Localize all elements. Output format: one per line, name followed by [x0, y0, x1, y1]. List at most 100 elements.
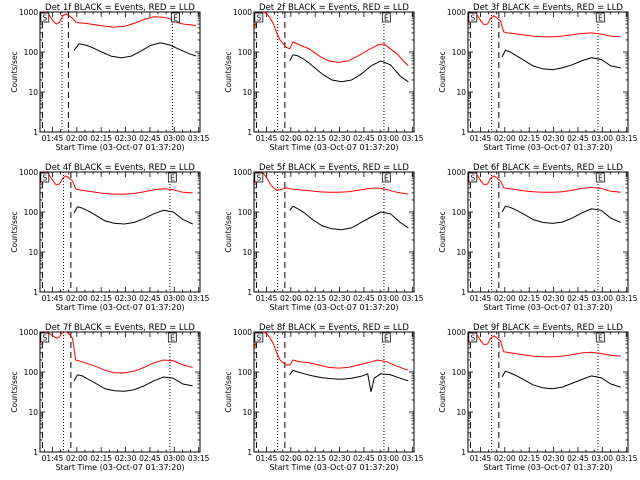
- y-axis-label: Counts/sec: [224, 211, 233, 252]
- y-tick-label: 100: [238, 368, 253, 377]
- panel-title: Det 6f BLACK = Events, RED = LLD: [473, 163, 623, 173]
- y-tick-label: 100: [238, 48, 253, 57]
- events-series-line: [501, 49, 621, 71]
- x-tick-label: 03:00: [591, 454, 613, 463]
- x-tick-label: 02:45: [139, 454, 161, 463]
- x-tick-label: 03:15: [616, 454, 638, 463]
- lld-series-line: [468, 332, 621, 358]
- panel-title: Det 2f BLACK = Events, RED = LLD: [259, 3, 409, 13]
- marker-box-s: [254, 12, 264, 23]
- x-tick-label: 01:45: [256, 454, 278, 463]
- x-tick-label: 03:15: [188, 294, 210, 303]
- plot-frame: [467, 11, 629, 133]
- lld-series-line: [254, 172, 409, 195]
- y-tick-label: 1: [33, 128, 38, 137]
- y-tick-label: 1: [461, 128, 466, 137]
- lld-series-line: [468, 172, 621, 193]
- y-tick-label: 1: [461, 288, 466, 297]
- y-tick-label: 1: [247, 448, 252, 457]
- y-tick-label: 10: [28, 248, 38, 257]
- y-axis-label: Counts/sec: [438, 51, 447, 92]
- marker-label-s: S: [42, 14, 47, 23]
- marker-box-e: [167, 172, 177, 183]
- y-tick-label: 1: [247, 288, 252, 297]
- x-tick-label: 02:15: [518, 294, 540, 303]
- marker-label-s: S: [470, 174, 475, 183]
- y-tick-label: 1: [33, 288, 38, 297]
- x-tick-label: 02:30: [329, 294, 351, 303]
- panel-title: Det 1f BLACK = Events, RED = LLD: [45, 3, 195, 13]
- lld-series-line: [254, 12, 409, 67]
- lld-series-line: [40, 172, 193, 195]
- panel-9: Det 9f BLACK = Events, RED = LLD 1 10 100 10…: [438, 323, 638, 472]
- x-tick-label: 03:15: [616, 294, 638, 303]
- y-tick-label: 10: [242, 408, 252, 417]
- plot-frame: [253, 11, 415, 133]
- x-tick-label: 02:15: [518, 134, 540, 143]
- y-tick-label: 100: [452, 208, 467, 217]
- marker-label-s: S: [256, 334, 261, 343]
- y-axis-label: Counts/sec: [438, 211, 447, 252]
- y-axis-label: Counts/sec: [224, 51, 233, 92]
- x-tick-label: 02:00: [66, 134, 88, 143]
- lld-series-line: [468, 12, 621, 38]
- x-tick-label: 02:00: [66, 454, 88, 463]
- plot-frame: [253, 331, 415, 453]
- marker-label-e: E: [598, 334, 603, 343]
- marker-box-s: [40, 12, 50, 23]
- y-tick-label: 1: [33, 448, 38, 457]
- panel-title: Det 9f BLACK = Events, RED = LLD: [473, 323, 623, 333]
- lld-series-line: [40, 332, 193, 374]
- events-series-line: [73, 374, 193, 392]
- marker-label-s: S: [470, 14, 475, 23]
- y-tick-label: 1000: [19, 328, 38, 337]
- x-tick-label: 01:45: [42, 294, 64, 303]
- marker-box-e: [171, 12, 180, 23]
- y-tick-label: 1000: [233, 8, 252, 17]
- x-axis-label: Start Time (03-Oct-07 01:37:20): [483, 143, 612, 152]
- x-axis-label: Start Time (03-Oct-07 01:37:20): [55, 303, 184, 312]
- plot-frame: [39, 331, 201, 453]
- plot-frame: [39, 171, 201, 293]
- x-tick-label: 03:15: [402, 454, 424, 463]
- marker-label-s: S: [470, 334, 475, 343]
- x-tick-label: 02:45: [353, 294, 375, 303]
- y-axis-label: Counts/sec: [224, 371, 233, 412]
- panel-4: Det 4f BLACK = Events, RED = LLD 1 10 100 10…: [10, 163, 210, 312]
- x-tick-label: 03:00: [163, 454, 185, 463]
- marker-box-e: [381, 332, 391, 343]
- x-tick-label: 02:45: [567, 454, 589, 463]
- panel-title: Det 7f BLACK = Events, RED = LLD: [45, 323, 195, 333]
- x-tick-label: 03:00: [377, 134, 399, 143]
- x-tick-label: 02:00: [280, 294, 302, 303]
- y-axis-label: Counts/sec: [10, 51, 19, 92]
- y-tick-label: 10: [242, 248, 252, 257]
- plot-frame: [467, 171, 629, 293]
- plot-frame: [467, 331, 629, 453]
- marker-label-s: S: [256, 14, 261, 23]
- x-tick-label: 02:15: [304, 134, 326, 143]
- x-axis-label: Start Time (03-Oct-07 01:37:20): [483, 303, 612, 312]
- y-tick-label: 100: [452, 368, 467, 377]
- x-tick-label: 02:30: [115, 134, 137, 143]
- x-tick-label: 02:45: [139, 294, 161, 303]
- y-tick-label: 1: [461, 448, 466, 457]
- x-axis-label: Start Time (03-Oct-07 01:37:20): [269, 463, 398, 472]
- panel-8: Det 8f BLACK = Events, RED = LLD 1 10 100 10…: [224, 323, 424, 472]
- x-tick-label: 01:45: [42, 134, 64, 143]
- y-axis-label: Counts/sec: [438, 371, 447, 412]
- x-tick-label: 02:45: [567, 294, 589, 303]
- x-tick-label: 02:30: [543, 294, 565, 303]
- panel-7: Det 7f BLACK = Events, RED = LLD 1 10 100 10…: [10, 323, 210, 472]
- x-tick-label: 02:15: [304, 294, 326, 303]
- panel-5: Det 5f BLACK = Events, RED = LLD 1 10 100 10…: [224, 163, 424, 312]
- x-tick-label: 01:45: [256, 294, 278, 303]
- panel-title: Det 5f BLACK = Events, RED = LLD: [259, 163, 409, 173]
- plot-frame: [39, 11, 201, 133]
- marker-label-s: S: [42, 174, 47, 183]
- marker-label-e: E: [384, 334, 389, 343]
- panel-3: Det 3f BLACK = Events, RED = LLD 1 10 100 10…: [438, 3, 638, 152]
- events-series-line: [501, 370, 621, 390]
- x-tick-label: 03:00: [163, 294, 185, 303]
